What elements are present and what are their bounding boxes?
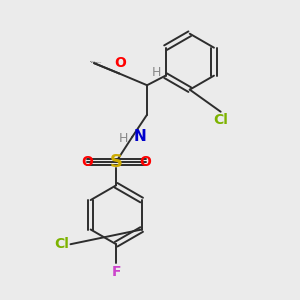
Text: Cl: Cl [213, 113, 228, 127]
Text: methoxy: methoxy [95, 62, 102, 63]
Text: F: F [111, 265, 121, 279]
Text: methoxy: methoxy [94, 62, 100, 63]
Text: O: O [81, 155, 93, 169]
Text: S: S [110, 153, 123, 171]
Text: methoxy: methoxy [91, 61, 98, 62]
Text: H: H [152, 66, 161, 79]
Text: methoxy: methoxy [89, 60, 96, 62]
Text: O: O [115, 56, 127, 70]
Text: H: H [119, 132, 128, 145]
Text: methoxy: methoxy [92, 62, 98, 63]
Text: Cl: Cl [54, 237, 69, 251]
Text: N: N [134, 129, 147, 144]
Text: O: O [140, 155, 152, 169]
Text: methoxy: methoxy [91, 62, 97, 63]
